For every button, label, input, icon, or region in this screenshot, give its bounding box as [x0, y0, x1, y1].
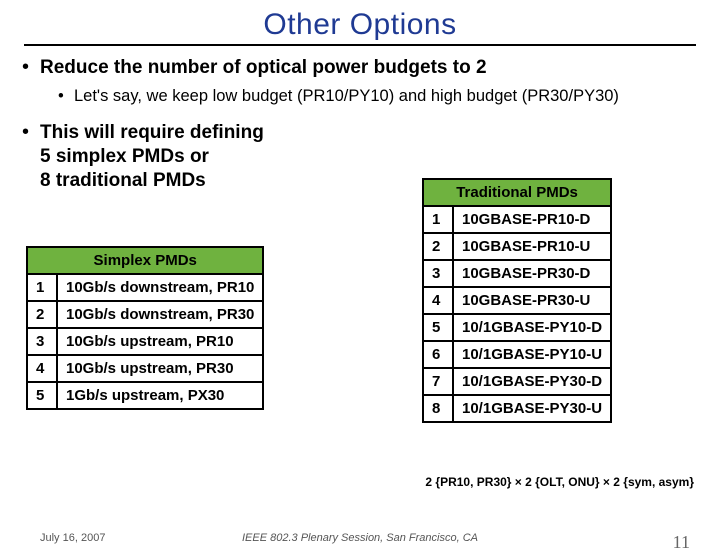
traditional-header: Traditional PMDs — [423, 179, 611, 206]
table-row: 110Gb/s downstream, PR10 — [27, 274, 263, 301]
table-row: 610/1GBASE-PY10-U — [423, 341, 611, 368]
bullet-2-line1: This will require defining — [40, 122, 264, 143]
bullet-list: Reduce the number of optical power budge… — [22, 56, 698, 192]
table-row: 310GBASE-PR30-D — [423, 260, 611, 287]
table-row: 810/1GBASE-PY30-U — [423, 395, 611, 422]
tables-container: Simplex PMDs 110Gb/s downstream, PR10 21… — [22, 198, 698, 438]
simplex-table: Simplex PMDs 110Gb/s downstream, PR10 21… — [26, 246, 264, 410]
bullet-1: Reduce the number of optical power budge… — [40, 56, 698, 80]
simplex-header: Simplex PMDs — [27, 247, 263, 274]
table-row: 51Gb/s upstream, PX30 — [27, 382, 263, 409]
table-row: 210Gb/s downstream, PR30 — [27, 301, 263, 328]
table-row: 410Gb/s upstream, PR30 — [27, 355, 263, 382]
table-row: 310Gb/s upstream, PR10 — [27, 328, 263, 355]
footer-session: IEEE 802.3 Plenary Session, San Francisc… — [0, 532, 720, 544]
title-underline — [24, 44, 696, 46]
slide-title: Other Options — [22, 8, 698, 42]
traditional-table: Traditional PMDs 110GBASE-PR10-D 210GBAS… — [422, 178, 612, 423]
table-row: 410GBASE-PR30-U — [423, 287, 611, 314]
table-row: 210GBASE-PR10-U — [423, 233, 611, 260]
bullet-1a: Let's say, we keep low budget (PR10/PY10… — [58, 86, 698, 107]
sub-bullet-list: Let's say, we keep low budget (PR10/PY10… — [58, 86, 698, 107]
table-row: 110GBASE-PR10-D — [423, 206, 611, 233]
bullet-2-line2: 5 simplex PMDs or — [40, 146, 209, 167]
footer-page: 11 — [673, 532, 690, 553]
bullet-2-line3: 8 traditional PMDs — [40, 170, 206, 191]
formula-text: 2 {PR10, PR30} × 2 {OLT, ONU} × 2 {sym, … — [425, 475, 694, 489]
slide: Other Options Reduce the number of optic… — [0, 0, 720, 540]
table-row: 710/1GBASE-PY30-D — [423, 368, 611, 395]
table-row: 510/1GBASE-PY10-D — [423, 314, 611, 341]
